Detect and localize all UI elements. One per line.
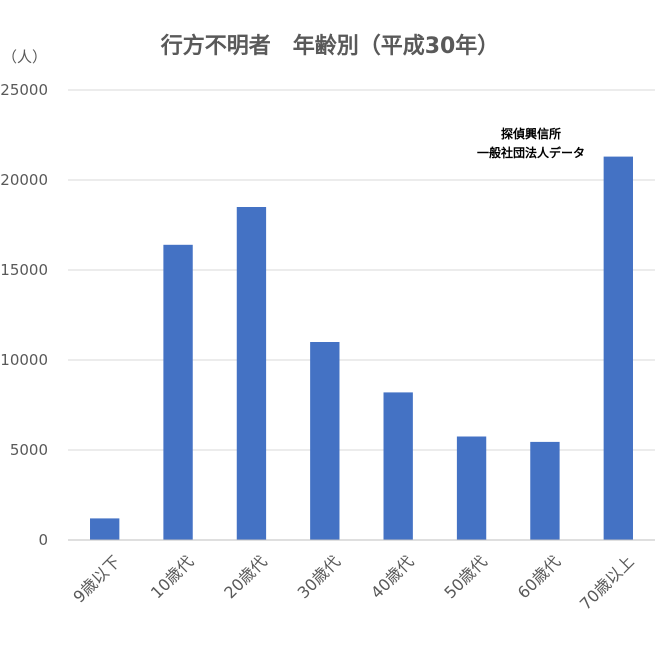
x-axis-tick-labels: 9歳以下 10歳代 20歳代 30歳代 40歳代 50歳代 60歳代 70歳以上	[69, 552, 637, 614]
y-tick-label: 5000	[10, 441, 48, 459]
y-tick-label: 15000	[0, 261, 48, 279]
bars	[90, 156, 633, 541]
y-tick-label: 10000	[0, 351, 48, 369]
bar-0	[90, 518, 120, 540]
x-tick-label: 50歳代	[440, 552, 490, 602]
bar-2	[236, 207, 267, 540]
y-axis-tick-labels: 0 5000 10000 15000 20000 25000	[0, 81, 48, 549]
x-tick-label: 9歳以下	[69, 552, 124, 607]
chart-title: 行方不明者 年齢別（平成30年）	[160, 33, 500, 59]
y-tick-label: 25000	[0, 81, 48, 99]
bar-1	[163, 244, 193, 541]
bar-4	[383, 392, 413, 540]
bar-5	[456, 436, 487, 540]
source-note-line-2: 一般社団法人データ	[477, 145, 585, 160]
x-tick-label: 10歳代	[147, 552, 197, 602]
x-tick-label: 70歳以上	[576, 552, 638, 614]
bar-3	[310, 342, 340, 540]
x-tick-label: 60歳代	[514, 552, 564, 602]
gridlines	[68, 89, 655, 451]
y-tick-label: 20000	[0, 171, 48, 189]
bar-7	[603, 156, 633, 540]
source-note-line-1: 探偵興信所	[501, 126, 561, 141]
x-tick-label: 20歳代	[220, 552, 270, 602]
y-unit-label: （人）	[2, 48, 47, 66]
x-tick-label: 40歳代	[367, 552, 417, 602]
y-tick-label: 0	[38, 531, 48, 549]
x-tick-label: 30歳代	[294, 552, 344, 602]
bar-6	[530, 441, 560, 540]
